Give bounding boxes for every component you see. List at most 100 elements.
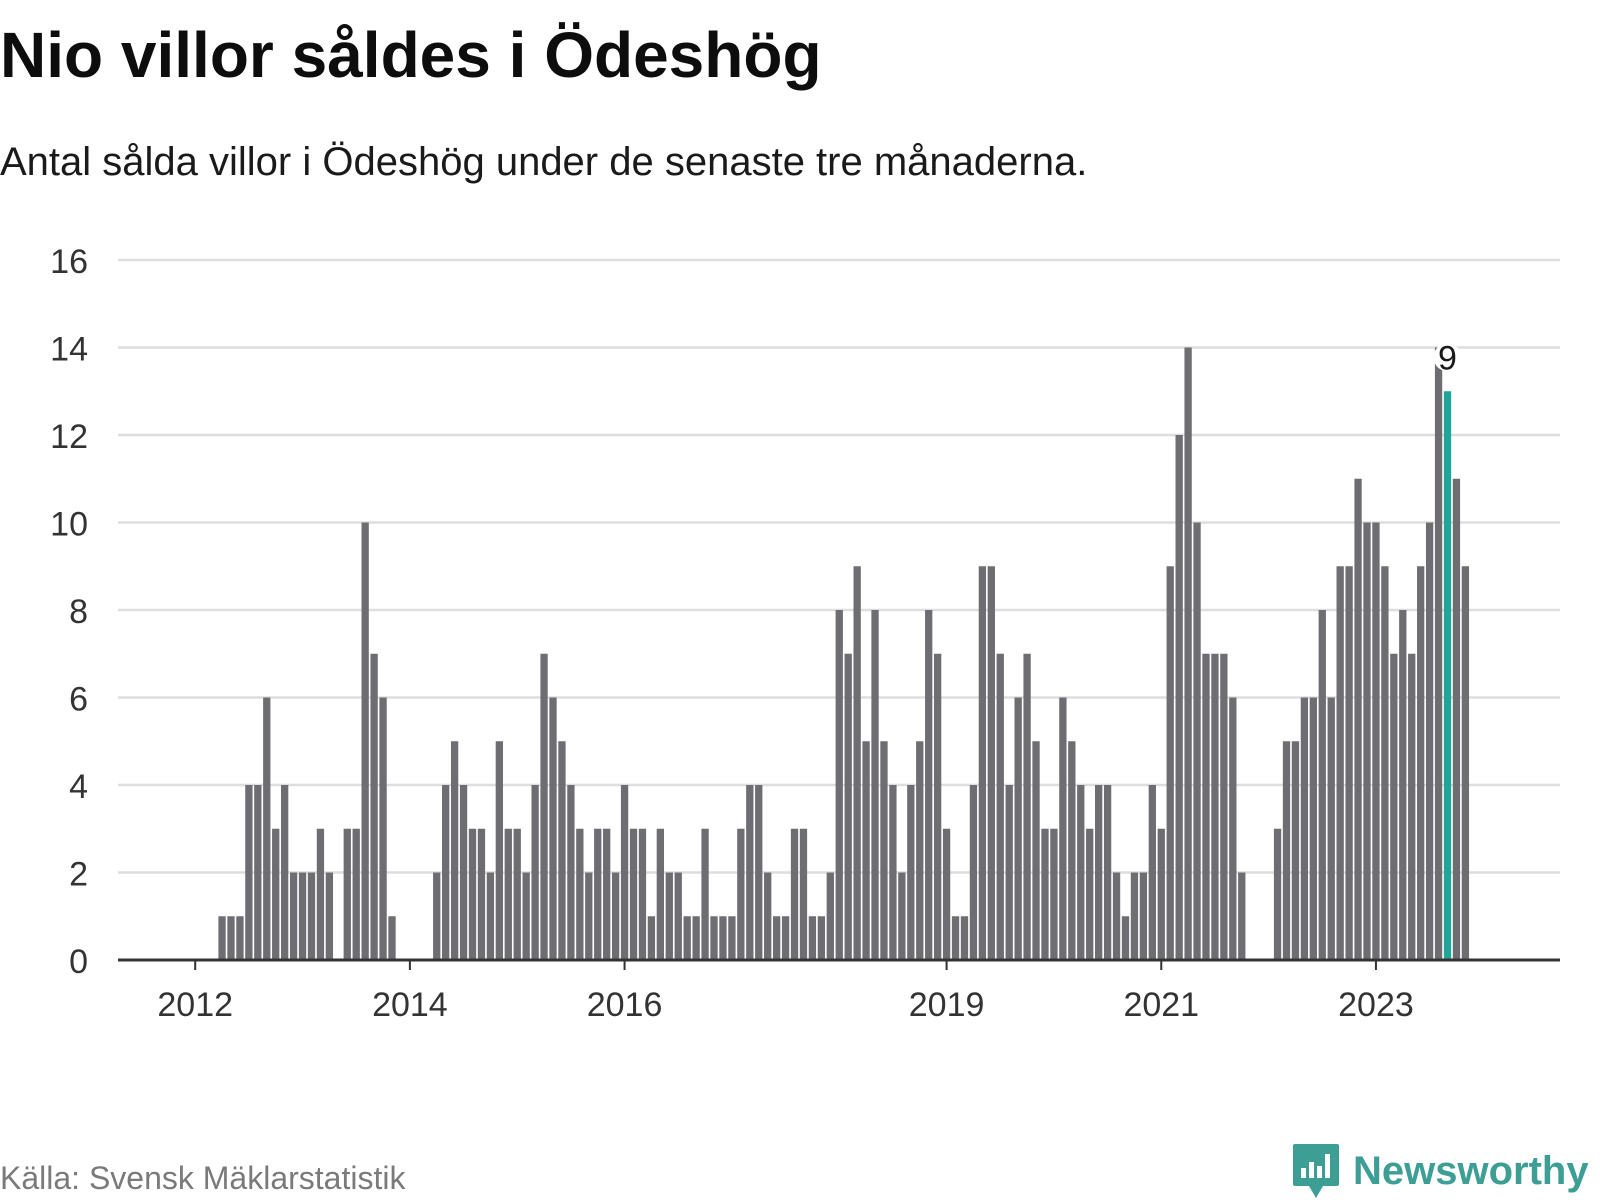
bar	[433, 872, 441, 960]
bar	[316, 828, 325, 960]
newsworthy-logo-text: Newsworthy	[1353, 1148, 1589, 1193]
bar	[567, 785, 575, 960]
bar	[227, 916, 235, 960]
bar	[307, 872, 316, 960]
bar	[1068, 741, 1076, 960]
bar	[504, 828, 512, 960]
bar	[1166, 566, 1174, 960]
newsworthy-logo: Newsworthy	[1291, 1142, 1589, 1200]
bar	[620, 785, 629, 960]
bar	[442, 785, 450, 960]
bar	[1381, 566, 1389, 960]
bar	[817, 916, 826, 960]
bar	[495, 741, 503, 960]
bar	[638, 828, 647, 960]
chart-subtitle: Antal sålda villor i Ödeshög under de se…	[0, 140, 1088, 184]
bar	[611, 872, 620, 960]
bar	[880, 741, 888, 960]
bar	[254, 785, 262, 960]
bar-highlighted	[1443, 391, 1452, 960]
bar	[540, 653, 548, 960]
bar	[665, 872, 673, 960]
newsworthy-logo-icon	[1293, 1144, 1339, 1198]
bar	[755, 785, 763, 960]
bar	[1005, 785, 1013, 960]
bar	[853, 566, 861, 960]
bar	[1184, 347, 1192, 960]
bar	[531, 785, 539, 960]
bar	[629, 828, 638, 960]
y-tick-label: 2	[69, 856, 88, 894]
bar	[1121, 916, 1130, 960]
bar	[1139, 872, 1148, 960]
bar	[477, 828, 486, 960]
source-note: Källa: Svensk Mäklarstatistik	[0, 1160, 406, 1196]
bar	[1211, 653, 1219, 960]
bar	[978, 566, 987, 960]
bar	[263, 697, 271, 960]
y-tick-label: 0	[69, 943, 88, 981]
bar	[710, 916, 718, 960]
bar	[1318, 610, 1326, 960]
bar	[1425, 522, 1434, 960]
y-tick-label: 16	[50, 243, 88, 281]
bar	[1059, 697, 1067, 960]
bar	[486, 872, 495, 960]
bar	[862, 741, 870, 960]
x-tick-label: 2019	[909, 986, 985, 1024]
x-tick-label: 2014	[372, 986, 448, 1024]
bar	[1220, 653, 1228, 960]
bar	[996, 653, 1004, 960]
bar	[942, 828, 951, 960]
bar	[450, 741, 459, 960]
bar	[728, 916, 736, 960]
bar	[513, 828, 521, 960]
y-tick-label: 6	[69, 681, 88, 719]
bar	[799, 828, 808, 960]
bar	[835, 610, 843, 960]
bar	[603, 828, 611, 960]
bar	[1238, 872, 1246, 960]
bar	[298, 872, 307, 960]
bar	[1050, 828, 1058, 960]
highlight-label-bg	[1433, 343, 1462, 372]
bar	[1112, 872, 1121, 960]
bar	[790, 828, 799, 960]
bar	[1023, 653, 1031, 960]
bar	[1130, 872, 1139, 960]
bar	[1103, 785, 1112, 960]
bar	[781, 916, 790, 960]
chart-title: Nio villor såldes i Ödeshög	[0, 19, 822, 91]
bar	[701, 828, 709, 960]
bar	[1282, 741, 1291, 960]
y-tick-label: 8	[69, 593, 88, 631]
y-tick-label: 4	[69, 768, 88, 806]
bar	[844, 653, 852, 960]
bar	[1175, 435, 1183, 960]
bar	[772, 916, 781, 960]
bars	[218, 347, 1470, 960]
bar	[674, 872, 682, 960]
bar	[1032, 741, 1040, 960]
bar	[1193, 522, 1201, 960]
bar	[289, 872, 298, 960]
y-tick-label: 10	[50, 506, 88, 544]
bar	[1273, 828, 1282, 960]
bar	[370, 653, 378, 960]
x-tick-label: 2016	[587, 986, 663, 1024]
bar	[272, 828, 280, 960]
bar	[987, 566, 995, 960]
bar	[361, 522, 369, 960]
bar	[1372, 522, 1380, 960]
bar	[1077, 785, 1085, 960]
bar	[1309, 697, 1317, 960]
bar	[459, 785, 468, 960]
bar	[1452, 478, 1461, 960]
bar	[692, 916, 700, 960]
x-tick-label: 2023	[1338, 986, 1414, 1024]
y-tick-label: 12	[50, 418, 88, 456]
bar	[1014, 697, 1022, 960]
bar	[960, 916, 969, 960]
bar	[826, 872, 834, 960]
bar	[951, 916, 960, 960]
